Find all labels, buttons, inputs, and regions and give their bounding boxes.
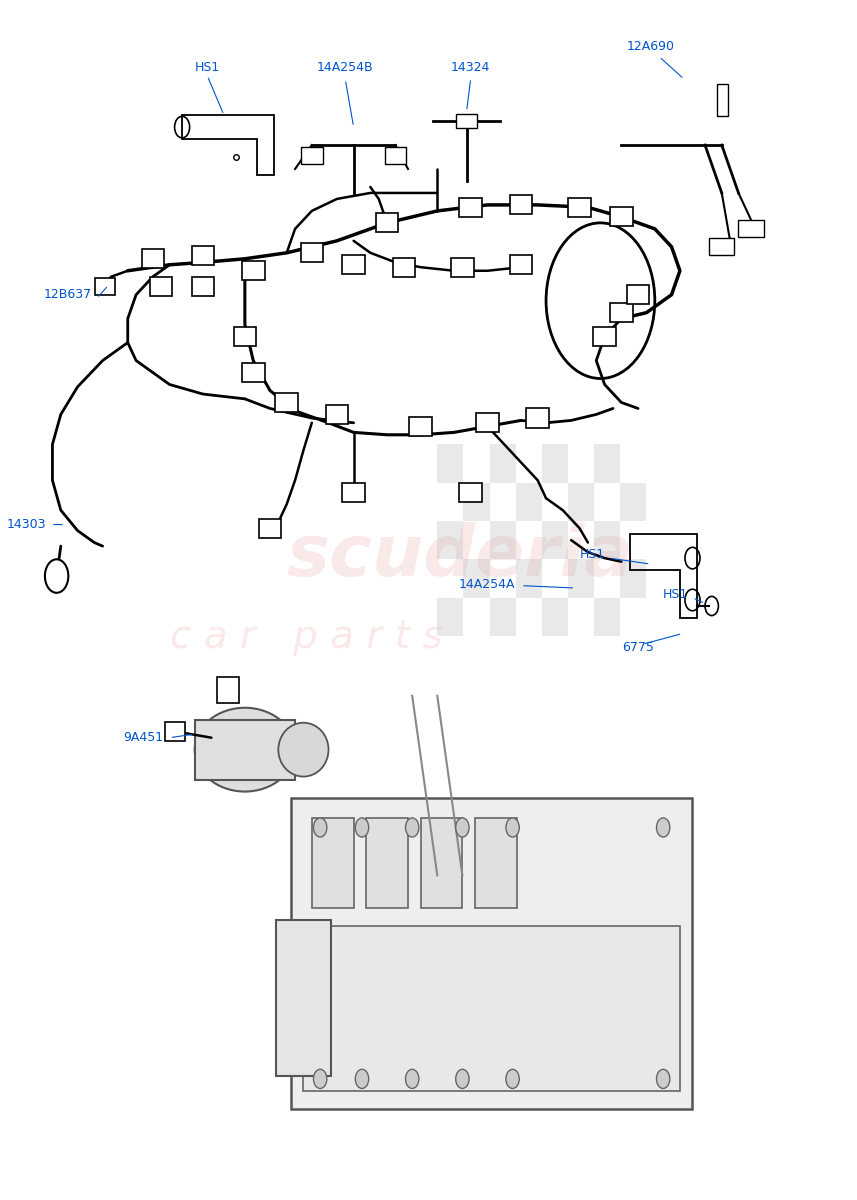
FancyBboxPatch shape bbox=[385, 148, 406, 164]
FancyBboxPatch shape bbox=[510, 256, 532, 275]
FancyBboxPatch shape bbox=[376, 214, 399, 233]
Bar bbox=[489, 521, 516, 559]
FancyBboxPatch shape bbox=[626, 286, 650, 305]
FancyBboxPatch shape bbox=[710, 239, 734, 256]
Circle shape bbox=[405, 1069, 419, 1088]
FancyBboxPatch shape bbox=[242, 362, 265, 382]
Text: 14324: 14324 bbox=[451, 61, 490, 73]
Text: 14A254A: 14A254A bbox=[458, 578, 515, 590]
Bar bbox=[421, 818, 463, 908]
Text: 6775: 6775 bbox=[622, 641, 654, 654]
FancyBboxPatch shape bbox=[234, 328, 256, 346]
FancyBboxPatch shape bbox=[610, 304, 632, 323]
FancyBboxPatch shape bbox=[526, 408, 549, 427]
FancyBboxPatch shape bbox=[301, 244, 323, 263]
FancyBboxPatch shape bbox=[451, 258, 474, 277]
Bar bbox=[195, 720, 295, 780]
Text: scuderia: scuderia bbox=[287, 522, 634, 592]
FancyBboxPatch shape bbox=[141, 250, 165, 269]
FancyBboxPatch shape bbox=[95, 278, 115, 295]
Bar bbox=[464, 559, 489, 598]
FancyBboxPatch shape bbox=[242, 262, 265, 281]
FancyBboxPatch shape bbox=[301, 148, 323, 164]
Bar bbox=[542, 598, 568, 636]
Text: c a r   p a r t s: c a r p a r t s bbox=[170, 618, 442, 656]
Bar bbox=[303, 926, 680, 1091]
Circle shape bbox=[314, 818, 327, 838]
FancyBboxPatch shape bbox=[276, 919, 331, 1076]
FancyBboxPatch shape bbox=[165, 722, 184, 742]
Circle shape bbox=[656, 818, 670, 838]
Bar bbox=[516, 559, 542, 598]
FancyBboxPatch shape bbox=[610, 208, 632, 227]
Bar bbox=[542, 521, 568, 559]
Text: HS1: HS1 bbox=[663, 588, 688, 600]
Text: HS1: HS1 bbox=[195, 61, 220, 73]
Circle shape bbox=[356, 1069, 369, 1088]
Bar bbox=[437, 444, 464, 482]
FancyBboxPatch shape bbox=[217, 677, 239, 703]
Circle shape bbox=[456, 818, 469, 838]
FancyBboxPatch shape bbox=[739, 221, 764, 238]
Bar bbox=[568, 559, 594, 598]
FancyBboxPatch shape bbox=[192, 277, 214, 296]
Circle shape bbox=[356, 818, 369, 838]
FancyBboxPatch shape bbox=[192, 246, 214, 265]
Bar bbox=[516, 482, 542, 521]
Text: HS1: HS1 bbox=[579, 548, 605, 562]
FancyBboxPatch shape bbox=[259, 518, 281, 538]
FancyBboxPatch shape bbox=[459, 482, 482, 502]
Bar bbox=[542, 444, 568, 482]
FancyBboxPatch shape bbox=[150, 277, 172, 296]
FancyBboxPatch shape bbox=[593, 328, 616, 346]
Ellipse shape bbox=[195, 708, 295, 792]
Bar bbox=[620, 559, 646, 598]
FancyBboxPatch shape bbox=[342, 256, 365, 275]
Circle shape bbox=[314, 1069, 327, 1088]
Bar bbox=[437, 598, 464, 636]
Circle shape bbox=[456, 1069, 469, 1088]
FancyBboxPatch shape bbox=[291, 798, 692, 1109]
Text: 14A254B: 14A254B bbox=[317, 61, 374, 73]
Circle shape bbox=[405, 818, 419, 838]
Bar bbox=[489, 444, 516, 482]
Text: 14303: 14303 bbox=[7, 518, 46, 532]
FancyBboxPatch shape bbox=[716, 84, 728, 116]
Ellipse shape bbox=[279, 722, 328, 776]
Bar bbox=[594, 598, 620, 636]
FancyBboxPatch shape bbox=[568, 198, 590, 217]
FancyBboxPatch shape bbox=[510, 196, 532, 215]
FancyBboxPatch shape bbox=[393, 258, 415, 277]
Bar bbox=[312, 818, 354, 908]
Text: 12A690: 12A690 bbox=[626, 41, 674, 53]
Bar bbox=[464, 482, 489, 521]
Bar bbox=[594, 521, 620, 559]
Bar bbox=[620, 482, 646, 521]
Circle shape bbox=[506, 1069, 519, 1088]
Bar bbox=[437, 521, 464, 559]
FancyBboxPatch shape bbox=[410, 416, 432, 436]
Text: 9A451: 9A451 bbox=[123, 731, 164, 744]
Bar bbox=[568, 482, 594, 521]
Bar bbox=[594, 444, 620, 482]
Circle shape bbox=[656, 1069, 670, 1088]
FancyBboxPatch shape bbox=[275, 392, 298, 412]
FancyBboxPatch shape bbox=[476, 413, 499, 432]
Circle shape bbox=[506, 818, 519, 838]
FancyBboxPatch shape bbox=[456, 114, 477, 128]
Bar bbox=[489, 598, 516, 636]
Text: 12B637: 12B637 bbox=[44, 288, 92, 301]
Bar bbox=[475, 818, 517, 908]
FancyBboxPatch shape bbox=[342, 482, 365, 502]
FancyBboxPatch shape bbox=[459, 198, 482, 217]
Bar bbox=[366, 818, 408, 908]
FancyBboxPatch shape bbox=[326, 404, 348, 424]
